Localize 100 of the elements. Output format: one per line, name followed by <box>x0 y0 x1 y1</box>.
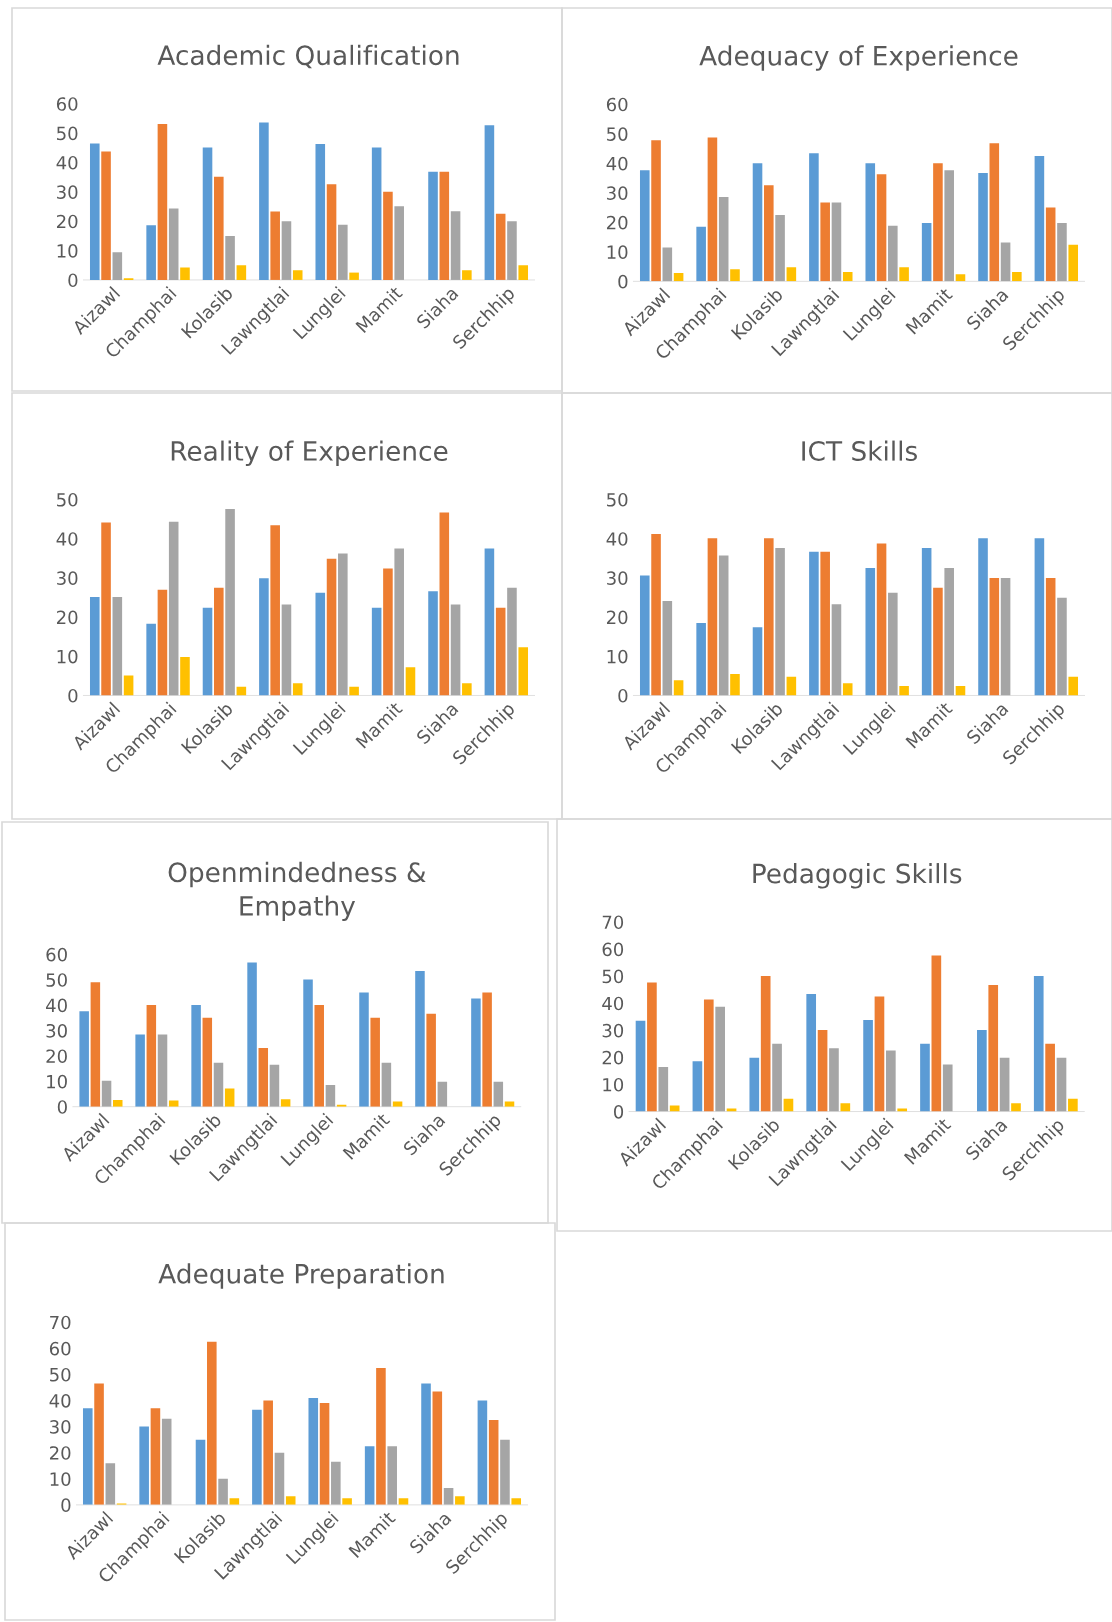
bar <box>394 206 404 280</box>
bar <box>1012 271 1022 282</box>
bar <box>112 597 123 696</box>
y-tick-label: 40 <box>49 1393 71 1408</box>
bar <box>488 1420 499 1505</box>
y-tick-label: 70 <box>602 915 624 930</box>
bar <box>387 1446 397 1505</box>
y-tick-label: 40 <box>56 532 78 546</box>
bar <box>207 1341 217 1505</box>
y-tick-label: 20 <box>49 1446 71 1460</box>
bar <box>507 587 517 696</box>
bar <box>874 996 885 1112</box>
y-tick-label: 0 <box>68 273 78 288</box>
bar <box>749 1057 760 1112</box>
y-tick-label: 60 <box>49 1341 71 1356</box>
bar <box>285 1496 296 1505</box>
bar <box>1056 1057 1067 1112</box>
bar <box>292 270 303 280</box>
y-tick-label: 10 <box>47 1074 67 1089</box>
bar <box>899 686 909 696</box>
bar <box>651 140 661 282</box>
bar <box>269 1064 280 1107</box>
y-tick-label: 20 <box>56 610 78 625</box>
bar <box>225 235 235 280</box>
bar <box>715 1006 726 1112</box>
y-tick-label: 30 <box>46 1023 67 1038</box>
bar <box>703 999 714 1112</box>
bar <box>90 982 101 1107</box>
bar <box>437 1081 448 1107</box>
bar <box>421 1383 431 1505</box>
bar <box>383 568 393 696</box>
y-tick-label: 30 <box>602 1023 624 1038</box>
bar <box>259 122 269 280</box>
y-tick-label: 40 <box>606 532 628 546</box>
bar <box>764 185 774 282</box>
chart-title: Openmindedness & Empathy <box>168 861 426 921</box>
bar <box>518 265 529 280</box>
bar <box>338 224 348 280</box>
bar <box>1000 577 1011 696</box>
bar <box>865 163 876 282</box>
bar <box>500 1439 510 1505</box>
bar <box>105 1463 116 1505</box>
bar <box>455 1496 465 1505</box>
bar <box>349 686 359 696</box>
bar <box>101 1080 112 1107</box>
bar <box>718 555 729 696</box>
bar <box>696 622 706 696</box>
bar <box>428 171 438 280</box>
bar <box>123 675 134 696</box>
bar <box>477 1400 488 1505</box>
bar <box>1045 577 1056 696</box>
bar <box>635 1020 646 1112</box>
bar <box>462 270 472 280</box>
bar <box>978 538 988 696</box>
y-tick-label: 50 <box>57 126 78 141</box>
y-tick-label: 30 <box>607 571 628 585</box>
bar <box>840 1103 851 1112</box>
bar <box>180 267 190 280</box>
bar <box>224 1088 235 1107</box>
bar <box>319 1403 330 1505</box>
y-tick-label: 50 <box>607 492 628 507</box>
y-tick-label: 0 <box>613 1104 624 1119</box>
bar <box>394 548 404 696</box>
bar <box>342 1498 352 1505</box>
bar <box>507 221 517 280</box>
bar <box>146 225 156 280</box>
bar <box>383 191 393 280</box>
bar <box>168 208 179 280</box>
bar <box>270 211 280 280</box>
y-tick-label: 40 <box>56 155 78 170</box>
bar <box>202 1017 213 1107</box>
y-tick-label: 60 <box>56 97 78 111</box>
bar <box>696 226 706 282</box>
bar <box>376 1367 386 1505</box>
bar <box>772 1043 782 1112</box>
bar <box>325 1085 336 1107</box>
bar <box>1045 1043 1055 1112</box>
bar <box>876 174 887 282</box>
y-tick-label: 60 <box>606 97 628 112</box>
bar <box>308 1397 319 1505</box>
bar <box>831 202 842 282</box>
bar <box>775 214 785 282</box>
bar <box>921 222 932 282</box>
bar <box>775 548 785 696</box>
y-tick-label: 50 <box>602 969 624 984</box>
bar <box>831 604 842 696</box>
chart-title: Academic Qualification <box>157 44 459 69</box>
bar <box>371 147 382 280</box>
bar <box>1057 222 1067 282</box>
bar <box>263 1400 273 1505</box>
bar <box>933 587 943 696</box>
bar <box>428 591 438 696</box>
bar <box>270 525 280 696</box>
bar <box>888 225 898 282</box>
bar <box>314 1005 324 1107</box>
bar <box>764 538 774 696</box>
bar <box>484 125 495 280</box>
bar <box>639 170 650 282</box>
y-tick-label: 20 <box>56 214 78 229</box>
bar <box>349 272 359 280</box>
